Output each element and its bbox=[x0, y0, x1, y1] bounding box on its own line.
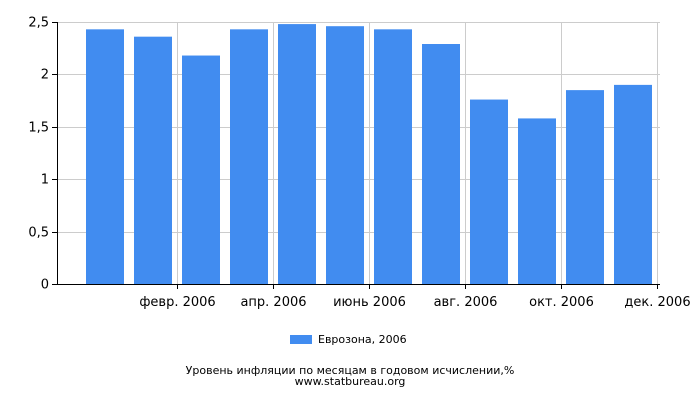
bar-11 bbox=[566, 90, 604, 285]
chart-title: Уровень инфляции по месяцам в годовом ис… bbox=[185, 364, 515, 377]
bar-layer bbox=[86, 24, 652, 285]
bar-6 bbox=[326, 26, 364, 285]
legend-swatch bbox=[290, 335, 312, 344]
y-tick-label: 1 bbox=[41, 173, 49, 188]
bar-3 bbox=[182, 55, 220, 285]
x-tick-label: апр. 2006 bbox=[240, 295, 306, 310]
axis-layer: 0 0,5 1 1,5 2 2,5 февр. 2006 апр. 2006 июнь 2006… bbox=[28, 16, 690, 311]
y-tick-label: 1,5 bbox=[28, 121, 49, 136]
x-tick-label: окт. 2006 bbox=[529, 295, 594, 310]
bar-10 bbox=[518, 118, 556, 284]
legend-label: Еврозона, 2006 bbox=[318, 333, 407, 346]
y-tick-label: 2,5 bbox=[28, 16, 49, 31]
bar-8 bbox=[422, 44, 460, 285]
bar-2 bbox=[134, 36, 172, 285]
y-tick-label: 0,5 bbox=[28, 226, 49, 241]
x-tick-label: февр. 2006 bbox=[139, 295, 215, 310]
y-tick-label: 2 bbox=[41, 68, 49, 83]
y-tick-label: 0 bbox=[41, 278, 49, 293]
bar-5 bbox=[278, 24, 316, 284]
bar-4 bbox=[230, 29, 268, 285]
source-link[interactable]: www.statbureau.org bbox=[294, 375, 406, 388]
legend: Еврозона, 2006 bbox=[290, 333, 407, 346]
bar-9 bbox=[470, 99, 508, 284]
x-tick-label: авг. 2006 bbox=[434, 295, 498, 310]
bar-7 bbox=[374, 29, 412, 285]
x-tick-label: дек. 2006 bbox=[624, 295, 690, 310]
bar-1 bbox=[86, 29, 124, 285]
bar-12 bbox=[614, 84, 652, 284]
x-tick-label: июнь 2006 bbox=[333, 295, 406, 310]
